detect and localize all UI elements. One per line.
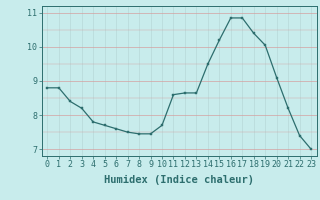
X-axis label: Humidex (Indice chaleur): Humidex (Indice chaleur) — [104, 175, 254, 185]
